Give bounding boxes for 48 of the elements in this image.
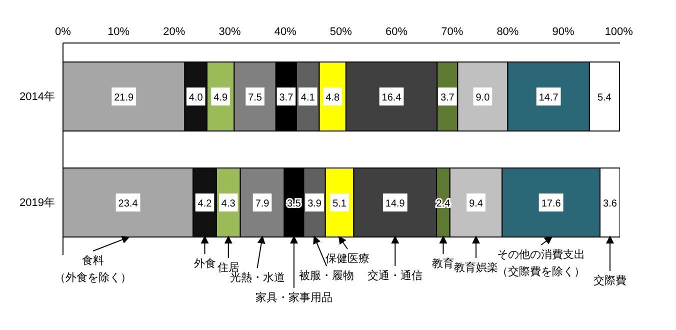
x-tick-label: 20% xyxy=(163,26,186,38)
data-label: 4.0 xyxy=(188,92,204,104)
data-label: 5.1 xyxy=(332,198,347,210)
data-label: 16.4 xyxy=(382,92,402,104)
data-label: 4.1 xyxy=(300,92,316,104)
data-label: 3.7 xyxy=(279,92,294,104)
legend-label: 住居 xyxy=(217,262,240,274)
x-tick-label: 80% xyxy=(496,26,519,38)
text: 光熱・水道 xyxy=(230,271,285,284)
text: 家具・家事用品 xyxy=(255,291,332,304)
data-label: 4.2 xyxy=(198,198,212,210)
data-label: 14.7 xyxy=(538,92,559,104)
data-label: 9.0 xyxy=(476,92,490,104)
data-label: 5.4 xyxy=(597,92,612,104)
data-label: 14.9 xyxy=(385,198,406,210)
data-label: 4.9 xyxy=(214,92,228,104)
data-label: 7.9 xyxy=(255,198,270,210)
legend-label: 教育 xyxy=(432,257,454,270)
y-tick-label: 2019年 xyxy=(20,196,55,209)
data-label: 3.6 xyxy=(603,198,618,210)
text: 交通・通信 xyxy=(368,269,423,282)
data-label: 21.9 xyxy=(114,92,134,104)
text: 交際費 xyxy=(593,274,626,287)
x-tick-label: 10% xyxy=(108,26,130,38)
data-label: 4.8 xyxy=(326,92,340,104)
data-label: 3.9 xyxy=(308,198,322,210)
x-tick-label: 70% xyxy=(441,26,464,38)
legend-label: 保健医療 xyxy=(326,252,370,265)
y-tick-label: 2014年 xyxy=(20,90,55,103)
data-label: 23.4 xyxy=(118,198,138,210)
data-label: 9.4 xyxy=(469,198,484,210)
legend-label: 外食 xyxy=(194,258,216,270)
data-label: 3.5 xyxy=(287,198,302,210)
data-label: 3.7 xyxy=(440,92,455,104)
x-tick-label: 50% xyxy=(330,26,352,38)
legend-label: 食料（外食を除く） xyxy=(54,254,132,284)
x-tick-label: 30% xyxy=(218,26,241,38)
x-tick-label: 90% xyxy=(552,26,575,38)
x-tick-label: 40% xyxy=(274,26,297,38)
x-tick-label: 100% xyxy=(604,26,634,38)
data-label: 7.5 xyxy=(248,92,262,104)
x-tick-label: 0% xyxy=(55,26,72,38)
data-label: 4.3 xyxy=(221,198,236,210)
legend-label: その他の消費支出（交際費を除く） xyxy=(497,248,586,278)
data-label: 17.6 xyxy=(541,198,562,210)
text: 被服・履物 xyxy=(299,269,354,282)
legend-label: 教育娯楽 xyxy=(454,261,498,274)
x-tick-label: 60% xyxy=(386,26,408,38)
